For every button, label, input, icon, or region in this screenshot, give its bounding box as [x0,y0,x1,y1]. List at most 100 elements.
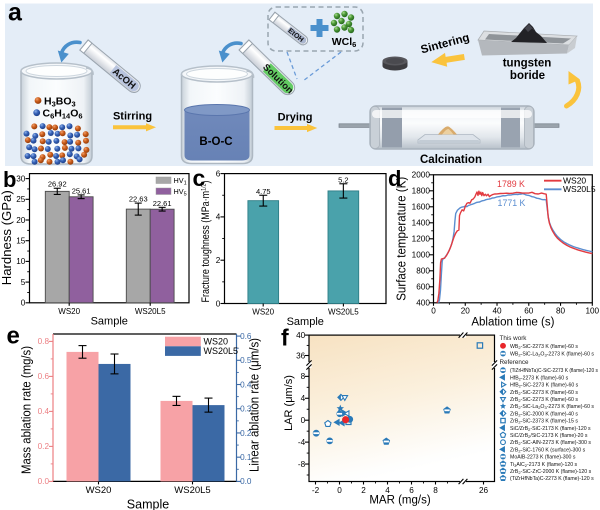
svg-text:Calcination: Calcination [420,154,482,166]
svg-text:-4: -4 [298,438,306,447]
svg-text:0.1: 0.1 [240,453,252,462]
svg-text:10: 10 [16,257,26,266]
svg-text:ZrB2-SiC-2273 K (flame)-60 s: ZrB2-SiC-2273 K (flame)-60 s [510,397,578,403]
svg-text:40: 40 [492,306,502,315]
svg-text:ZrB2-SiC-2000 K (flame)-40 s: ZrB2-SiC-2000 K (flame)-40 s [510,411,578,417]
svg-text:Drying: Drying [278,112,313,124]
svg-text:(TiZrHfNbTa)C-SiC-2273 K (flam: (TiZrHfNbTa)C-SiC-2273 K (flame)-120 s [510,368,598,374]
svg-text:1000: 1000 [412,251,431,260]
svg-text:800: 800 [416,267,430,276]
svg-text:Linear ablation rate (μm/s): Linear ablation rate (μm/s) [248,338,262,472]
svg-text:ZrB2-SiC-AlN-2273 K (flame)-30: ZrB2-SiC-AlN-2273 K (flame)-300 s [510,440,591,446]
svg-text:26.92: 26.92 [48,180,67,189]
svg-text:0.2: 0.2 [240,429,252,438]
svg-text:WS20L5: WS20L5 [563,184,596,194]
svg-text:25.61: 25.61 [72,186,91,195]
svg-text:LAR (μm/s): LAR (μm/s) [283,375,295,431]
svg-text:This work: This work [500,335,528,342]
svg-text:SiC/ZrB2-SiC-2173 K (flame)-12: SiC/ZrB2-SiC-2173 K (flame)-120 s [510,426,591,432]
svg-text:WS20: WS20 [252,308,274,317]
svg-text:ZrB2-SiC-2373 K (flame)-15 s: ZrB2-SiC-2373 K (flame)-15 s [510,419,578,425]
svg-text:b: b [3,167,16,192]
svg-text:Ti3AlC2-2173 K (flame)-120 s: Ti3AlC2-2173 K (flame)-120 s [510,462,578,468]
svg-text:ZrB2-SiC-La2O3-2273 K (flame)-: ZrB2-SiC-La2O3-2273 K (flame)-60 s [510,404,594,410]
svg-text:WS20L5: WS20L5 [135,307,166,316]
svg-text:Surface temperature (K): Surface temperature (K) [395,177,409,301]
svg-text:Fracture toughness (MPa·m1/2): Fracture toughness (MPa·m1/2) [200,181,212,303]
svg-text:Hardness (GPa): Hardness (GPa) [0,190,14,285]
svg-text:B-O-C: B-O-C [199,136,232,148]
svg-text:Ablation time (s): Ablation time (s) [471,316,554,328]
svg-text:1400: 1400 [412,219,431,228]
svg-text:2: 2 [361,486,366,495]
svg-text:0.3: 0.3 [240,405,252,414]
svg-text:0: 0 [21,299,26,308]
svg-text:SiC/ZrB2/SiC-2173 K (flame)-20: SiC/ZrB2/SiC-2173 K (flame)-20 s [510,433,588,439]
svg-text:0: 0 [337,486,342,495]
svg-text:d: d [388,166,401,191]
svg-text:8: 8 [433,486,438,495]
svg-text:Sample: Sample [287,316,324,328]
svg-text:25: 25 [16,195,26,204]
svg-text:2: 2 [216,256,221,265]
svg-text:400: 400 [416,299,430,308]
svg-text:WS20: WS20 [58,307,80,316]
svg-text:e: e [7,323,20,350]
svg-text:1600: 1600 [412,203,431,212]
svg-text:c: c [193,165,206,191]
svg-text:22.61: 22.61 [153,199,172,208]
svg-text:ZrB2-SiC-ZrC-2000 K (flame)-12: ZrB2-SiC-ZrC-2000 K (flame)-120 s [510,469,592,475]
svg-text:6: 6 [409,486,414,495]
svg-text:5.2: 5.2 [338,175,348,184]
svg-text:HV1: HV1 [174,176,187,186]
svg-text:8: 8 [301,372,306,381]
svg-text:0.2: 0.2 [38,442,50,451]
svg-text:WS20L5: WS20L5 [174,485,210,496]
svg-text:Reference: Reference [500,359,530,366]
svg-text:4: 4 [216,213,221,222]
svg-text:0: 0 [431,306,436,315]
svg-text:60: 60 [524,306,534,315]
svg-text:4: 4 [385,486,390,495]
svg-text:40: 40 [296,331,306,340]
svg-text:tungsten: tungsten [503,58,552,70]
svg-text:H3BO3: H3BO3 [44,96,76,109]
svg-text:ZrB2-SiC-1760 K (surface)-300: ZrB2-SiC-1760 K (surface)-300 s [510,447,586,453]
svg-text:0.0: 0.0 [38,477,50,486]
svg-text:26: 26 [479,486,489,495]
svg-text:HV5: HV5 [174,187,187,197]
svg-text:2000: 2000 [412,171,431,180]
svg-text:C6H14O6: C6H14O6 [43,108,83,121]
svg-text:20: 20 [461,306,471,315]
svg-text:Sample: Sample [91,315,128,327]
svg-text:0: 0 [301,416,306,425]
svg-text:0.5: 0.5 [240,356,252,365]
svg-text:Sample: Sample [127,497,169,510]
svg-text:Mass ablation rate (mg/s): Mass ablation rate (mg/s) [20,346,34,474]
svg-text:WS20L5: WS20L5 [204,346,239,356]
svg-text:(TiZrHfNbTa)C-2273 K (flame)-1: (TiZrHfNbTa)C-2273 K (flame)-120 s [510,476,594,482]
svg-text:0.6: 0.6 [38,372,50,381]
svg-text:100: 100 [585,306,599,315]
svg-text:WB2-SiC-La2O3-2273 K (flame)-6: WB2-SiC-La2O3-2273 K (flame)-60 s [510,352,594,358]
svg-text:4.75: 4.75 [256,187,271,196]
svg-text:MoAlB-2273 K (flame)-300 s: MoAlB-2273 K (flame)-300 s [510,455,576,461]
svg-text:30: 30 [16,174,26,183]
svg-text:ZrB2-SiC-2273 K (flame)-60 s: ZrB2-SiC-2273 K (flame)-60 s [510,390,578,396]
svg-text:f: f [281,325,289,351]
svg-text:0: 0 [216,299,221,308]
svg-text:Stirring: Stirring [113,111,152,123]
svg-text:WB2-SiC-2273 K (flame)-60 s: WB2-SiC-2273 K (flame)-60 s [510,344,578,350]
svg-text:600: 600 [416,283,430,292]
svg-text:MAR (mg/s): MAR (mg/s) [369,495,431,507]
svg-text:WS20: WS20 [204,337,229,347]
svg-text:WS20L5: WS20L5 [328,308,359,317]
svg-text:80: 80 [556,306,566,315]
svg-text:1200: 1200 [412,235,431,244]
svg-text:HfB2-SiC-2273 K (flame)-60 s: HfB2-SiC-2273 K (flame)-60 s [510,383,579,389]
svg-text:1800: 1800 [412,187,431,196]
svg-text:HfB2-2273 K (flame)-60 s: HfB2-2273 K (flame)-60 s [510,375,569,381]
svg-text:20: 20 [16,216,26,225]
svg-text:0.0: 0.0 [240,477,252,486]
svg-text:36: 36 [296,351,306,360]
